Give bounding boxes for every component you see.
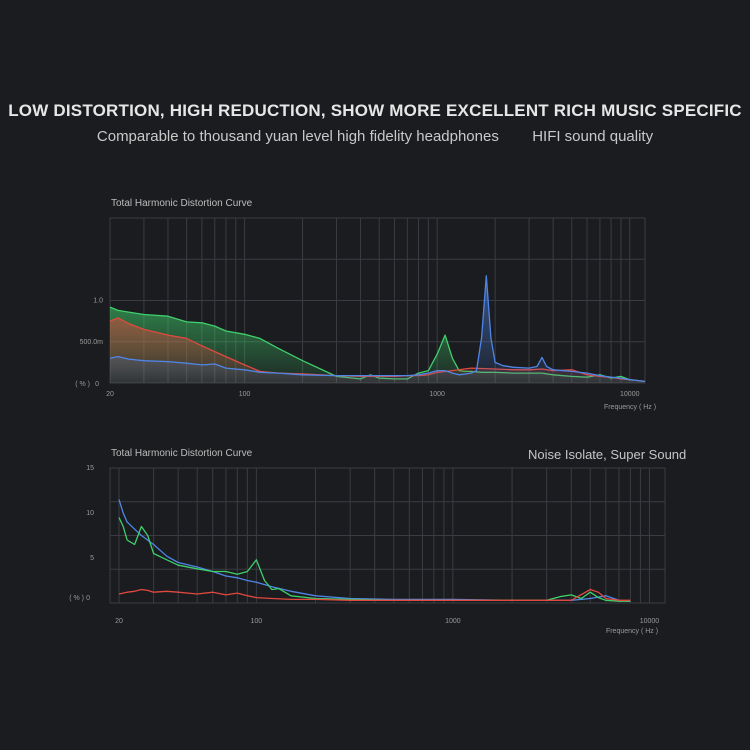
subheadline-left: Comparable to thousand yuan level high f… bbox=[96, 128, 499, 145]
chart1-xtick-label: 10000 bbox=[620, 391, 640, 398]
chart2-ytick-label: 0 bbox=[86, 595, 90, 602]
chart2-xtick-label: 100 bbox=[251, 618, 263, 625]
chart2-line-red bbox=[118, 588, 631, 601]
chart1-title: Total Harmonic Distortion Curve bbox=[111, 198, 253, 209]
chart2-title: Total Harmonic Distortion Curve bbox=[111, 448, 253, 459]
chart2-slogan: Noise Isolate, Super Sound bbox=[528, 447, 687, 462]
chart2-xtick-label: 20 bbox=[115, 618, 123, 625]
chart1-xlabel: Frequency ( Hz ) bbox=[604, 404, 656, 411]
chart1-ytick-label: 1.0 bbox=[93, 298, 103, 305]
chart1-xtick-label: 1000 bbox=[429, 391, 445, 398]
chart2-line-green bbox=[118, 517, 631, 602]
chart2-xlabel: Frequency ( Hz ) bbox=[606, 628, 658, 635]
chart1-xtick-label: 100 bbox=[239, 391, 251, 398]
subheadline-right: HIFI sound quality bbox=[532, 128, 654, 145]
chart1-ytick-label: 0 bbox=[95, 381, 99, 388]
chart1-ytick-label: 500.0m bbox=[80, 339, 104, 346]
chart2-ytick-label: 5 bbox=[90, 555, 94, 562]
chart1-area-red bbox=[110, 317, 645, 383]
chart2-xtick-label: 10000 bbox=[640, 618, 660, 625]
chart2-ytick-label: 10 bbox=[86, 510, 94, 517]
chart1-line-blue bbox=[109, 275, 646, 383]
chart2-xtick-label: 1000 bbox=[445, 618, 461, 625]
chart2-ytick-label: 15 bbox=[86, 465, 94, 472]
chart1-xtick-label: 20 bbox=[106, 391, 114, 398]
chart2-ylabel: ( % ) bbox=[69, 595, 84, 602]
chart1-area-blue bbox=[110, 275, 645, 383]
chart1-ylabel: ( % ) bbox=[75, 381, 90, 388]
page-headline: LOW DISTORTION, HIGH REDUCTION, SHOW MOR… bbox=[8, 101, 742, 120]
page-subheadline: Comparable to thousand yuan level high f… bbox=[0, 128, 750, 145]
